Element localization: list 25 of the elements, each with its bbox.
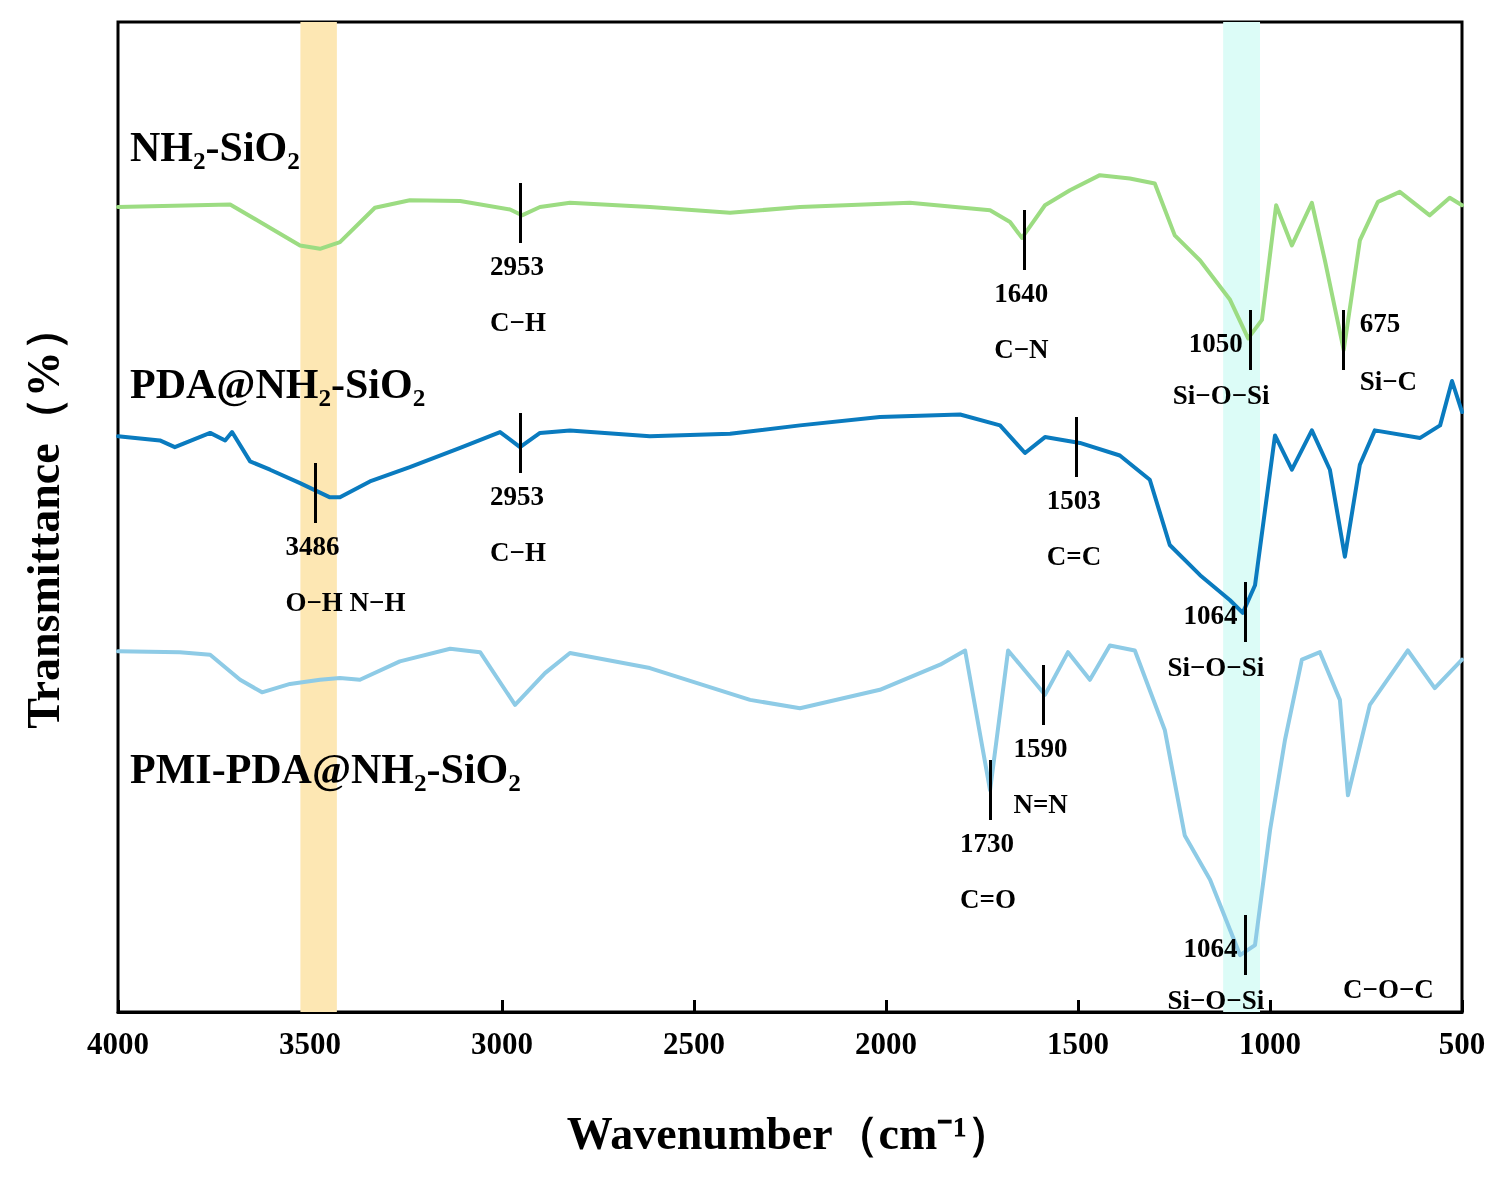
series-label: PMI-PDA@NH₂-SiO₂ xyxy=(130,746,521,793)
annotation: 1064 Si−O−Si xyxy=(1167,599,1265,682)
x-axis-title: Wavenumber（cm⁻¹） xyxy=(566,1107,1014,1159)
x-tick-label: 4000 xyxy=(87,1026,149,1061)
annotation: 2953 C−H xyxy=(490,480,546,567)
x-tick-label: 500 xyxy=(1438,1026,1486,1061)
annotation: 1640 C−N xyxy=(994,278,1049,365)
annotation: 1590 N=N xyxy=(1013,732,1068,819)
annotation: 1050 Si−O−Si xyxy=(1172,328,1270,410)
x-tick-label: 2500 xyxy=(663,1026,725,1061)
x-tick-label: 2000 xyxy=(855,1026,917,1061)
annotation: 2953 C−H xyxy=(490,250,546,337)
annotation: C−O−C xyxy=(1343,974,1434,1004)
annotation: 1064 Si−O−Si xyxy=(1167,933,1265,1016)
annotation: 675 Si−C xyxy=(1359,308,1418,396)
series-label: NH₂-SiO₂ xyxy=(130,123,300,170)
annotation: 1730 C=O xyxy=(960,828,1016,915)
annotation: 1503 C=C xyxy=(1046,485,1102,572)
annotation: 3486 O−H N−H xyxy=(285,531,406,618)
y-axis-title: Transmittance（%） xyxy=(17,305,69,729)
x-tick-label: 3000 xyxy=(471,1026,533,1061)
x-tick-label: 3500 xyxy=(279,1026,341,1061)
x-tick-label: 1000 xyxy=(1239,1026,1301,1061)
x-tick-label: 1500 xyxy=(1047,1026,1109,1061)
series-label: PDA@NH₂-SiO₂ xyxy=(130,361,426,408)
